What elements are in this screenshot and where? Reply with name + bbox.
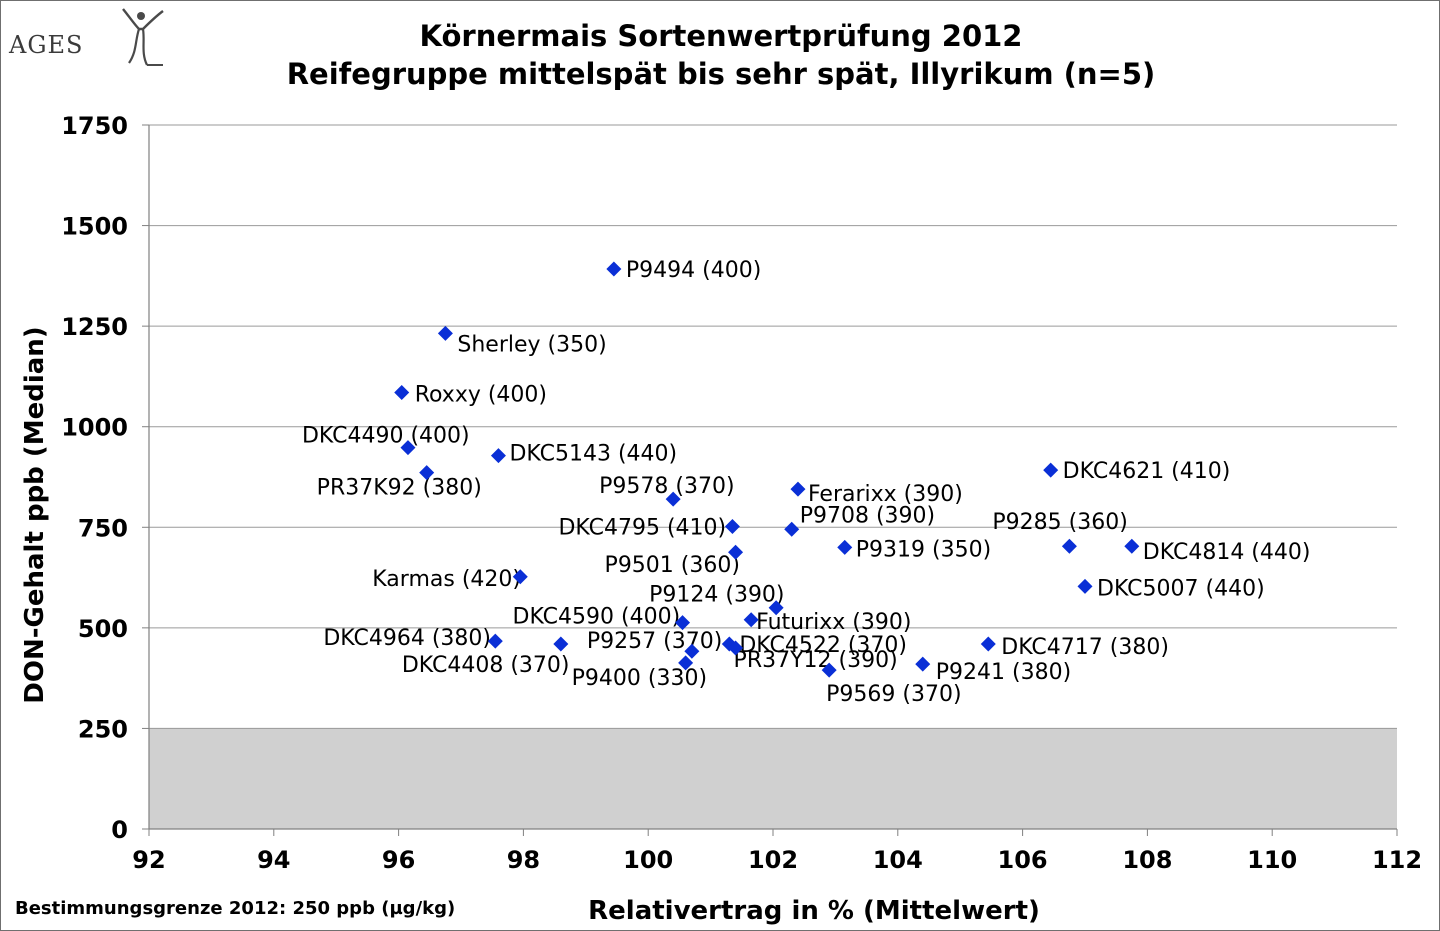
limit-band <box>149 728 1397 829</box>
logo-figure-icon <box>122 8 164 66</box>
point-label: Sherley (350) <box>457 332 606 357</box>
data-point <box>1077 578 1093 594</box>
data-point <box>784 521 800 537</box>
x-tick-label: 92 <box>132 846 165 874</box>
footnote: Bestimmungsgrenze 2012: 250 ppb (µg/kg) <box>15 898 456 919</box>
ages-logo: AGES <box>7 7 167 73</box>
data-point <box>490 448 506 464</box>
x-tick-label: 98 <box>507 846 540 874</box>
data-point <box>512 569 528 585</box>
point-label: DKC5143 (440) <box>509 442 677 467</box>
data-point <box>980 636 996 652</box>
data-points <box>394 261 1140 678</box>
x-axis-title: Relativertrag in % (Mittelwert) <box>588 896 1040 926</box>
data-point <box>1061 538 1077 554</box>
x-tick-label: 102 <box>748 846 798 874</box>
data-point <box>437 325 453 341</box>
point-label: Futurixx (390) <box>756 610 911 635</box>
logo-text: AGES <box>9 31 84 59</box>
data-point <box>665 491 681 507</box>
data-point <box>728 544 744 560</box>
data-point <box>678 655 694 671</box>
x-tick-label: 112 <box>1372 846 1422 874</box>
data-point <box>837 539 853 555</box>
data-point <box>1043 462 1059 478</box>
point-label: P9124 (390) <box>649 583 784 608</box>
y-axis-title: DON-Gehalt ppb (Median) <box>20 326 50 703</box>
y-tick-label: 1000 <box>61 414 128 442</box>
x-tick-label: 108 <box>1122 846 1172 874</box>
data-point <box>728 640 744 656</box>
point-label: DKC4795 (410) <box>558 515 726 540</box>
data-point <box>675 615 691 631</box>
data-point <box>768 600 784 616</box>
point-label: DKC4408 (370) <box>402 653 570 678</box>
point-label: PR37K92 (380) <box>317 476 482 501</box>
data-point <box>606 261 622 277</box>
point-label: DKC4964 (380) <box>323 626 491 651</box>
point-label: P9569 (370) <box>826 682 961 707</box>
limit-band-layer <box>149 728 1397 829</box>
point-label: DKC4590 (400) <box>513 605 681 630</box>
data-point <box>790 481 806 497</box>
chart-subtitle: Reifegruppe mittelspät bis sehr spät, Il… <box>286 57 1156 91</box>
point-label: Ferarixx (390) <box>808 482 963 507</box>
point-label: DKC4621 (410) <box>1063 459 1231 484</box>
point-label: P9494 (400) <box>626 258 761 283</box>
point-label: DKC4717 (380) <box>1001 635 1169 660</box>
tick-labels: 0 250 500 750 1000 1250 1500 1750 92 94 96 98 100 102… <box>61 112 1422 874</box>
point-label: PR37Y12 (390) <box>734 648 898 673</box>
point-label: P9285 (360) <box>992 510 1127 535</box>
y-tick-label: 250 <box>78 715 128 743</box>
point-label: P9708 (390) <box>800 503 935 528</box>
data-point <box>743 612 759 628</box>
data-point <box>400 440 416 456</box>
data-point <box>1124 538 1140 554</box>
y-tick-label: 500 <box>78 615 128 643</box>
axes <box>142 124 1398 836</box>
data-point <box>394 385 410 401</box>
chart-title: Körnermais Sortenwertprüfung 2012 <box>419 19 1023 53</box>
y-tick-label: 1250 <box>61 313 128 341</box>
point-label: DKC4522 (370) <box>739 633 907 658</box>
data-point <box>724 518 740 534</box>
data-point <box>419 465 435 481</box>
x-tick-label: 100 <box>623 846 673 874</box>
point-label: P9578 (370) <box>599 474 734 499</box>
data-point <box>684 643 700 659</box>
gridlines <box>149 124 1397 729</box>
x-tick-label: 94 <box>257 846 290 874</box>
point-label: Roxxy (400) <box>415 383 547 408</box>
y-tick-label: 0 <box>111 816 128 844</box>
point-label: Karmas (420) <box>372 567 521 592</box>
x-tick-label: 96 <box>382 846 415 874</box>
x-tick-label: 106 <box>998 846 1048 874</box>
y-tick-label: 1750 <box>61 112 128 140</box>
data-point <box>821 662 837 678</box>
point-label: DKC4490 (400) <box>302 424 470 449</box>
point-label: P9257 (370) <box>587 629 722 654</box>
point-label: DKC5007 (440) <box>1097 576 1265 601</box>
point-labels: P9494 (400) Sherley (350) Roxxy (400) DKC44… <box>302 258 1311 707</box>
x-tick-label: 110 <box>1247 846 1297 874</box>
y-tick-label: 1500 <box>61 213 128 241</box>
data-point <box>553 636 569 652</box>
point-label: P9400 (330) <box>572 666 707 691</box>
point-label: P9501 (360) <box>605 553 740 578</box>
data-point <box>487 633 503 649</box>
x-tick-label: 104 <box>873 846 923 874</box>
point-label: P9319 (350) <box>856 537 991 562</box>
point-label: DKC4814 (440) <box>1143 540 1311 565</box>
point-label: P9241 (380) <box>936 660 1071 685</box>
y-tick-label: 750 <box>78 514 128 542</box>
data-point <box>915 656 931 672</box>
